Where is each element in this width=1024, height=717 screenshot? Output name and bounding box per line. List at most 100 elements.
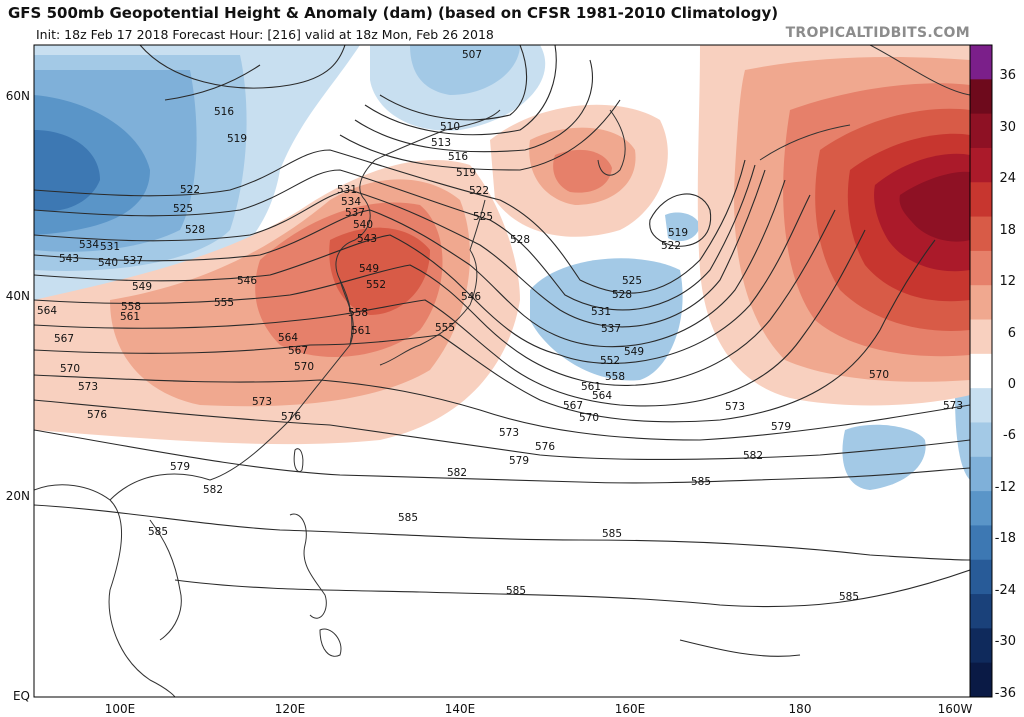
lat-label-eq: EQ (12, 689, 30, 703)
contour-label: 579 (509, 455, 529, 467)
contour-label: 564 (278, 332, 298, 344)
contour-label: 549 (624, 346, 644, 358)
contour-label: 528 (510, 234, 530, 246)
colorbar-swatch (970, 45, 992, 80)
contour-label: 558 (121, 301, 141, 313)
lon-label-100e: 100E (104, 702, 136, 716)
contour-label: 540 (98, 257, 118, 269)
contour-label: 573 (499, 427, 519, 439)
contour-label: 516 (214, 106, 234, 118)
colorbar-swatch (970, 182, 992, 218)
colorbar-label: 6 (1007, 325, 1016, 341)
colorbar (969, 44, 993, 698)
contour-label: 576 (281, 411, 301, 423)
colorbar-swatch (970, 422, 992, 458)
colorbar-swatch (970, 113, 992, 149)
contour-label: 534 (79, 239, 99, 251)
lon-label-120e: 120E (274, 702, 306, 716)
contour-label: 561 (351, 325, 371, 337)
contour-label: 522 (661, 240, 681, 252)
contour-label: 573 (252, 396, 272, 408)
colorbar-swatch (970, 250, 992, 286)
contour-label: 528 (185, 224, 205, 236)
contour-label: 585 (691, 476, 711, 488)
colorbar-swatch (970, 285, 992, 321)
contour-label: 537 (345, 207, 365, 219)
contour-label: 570 (869, 369, 889, 381)
contour-label: 528 (612, 289, 632, 301)
contour-label: 519 (227, 133, 247, 145)
colorbar-swatch (970, 319, 992, 355)
contour-label: 522 (180, 184, 200, 196)
colorbar-swatch (970, 628, 992, 664)
colorbar-swatch (970, 491, 992, 526)
colorbar-swatch (970, 79, 992, 115)
anomaly-field (34, 45, 970, 697)
colorbar-swatch (970, 559, 992, 595)
contour-label: 531 (337, 184, 357, 196)
lat-label-60n: 60N (5, 89, 30, 103)
contour-label: 570 (579, 412, 599, 424)
contour-label: 537 (601, 323, 621, 335)
contour-label: 582 (203, 484, 223, 496)
colorbar-label: 0 (1007, 377, 1016, 392)
colorbar-swatch (970, 353, 992, 389)
contour-label: 585 (398, 512, 418, 524)
contour-label: 573 (78, 381, 98, 393)
colorbar-swatch (970, 594, 992, 629)
contour-label: 570 (294, 361, 314, 373)
contour-label: 570 (60, 363, 80, 375)
contour-label: 585 (602, 528, 622, 540)
contour-label: 558 (605, 371, 625, 383)
lat-label-40n: 40N (5, 289, 30, 303)
contour-label: 507 (462, 49, 482, 61)
contour-label: 525 (622, 275, 642, 287)
map-subtitle: Init: 18z Feb 17 2018 Forecast Hour: [21… (36, 27, 494, 42)
contour-label: 564 (592, 390, 612, 402)
contour-label: 564 (37, 305, 57, 317)
land-outlines (34, 45, 970, 697)
contour-label: 546 (237, 275, 257, 287)
contour-label: 573 (725, 401, 745, 413)
contour-label: 555 (214, 297, 234, 309)
colorbar-label: 12 (999, 274, 1016, 290)
contour-label: 567 (54, 333, 74, 345)
map-title: GFS 500mb Geopotential Height & Anomaly … (8, 4, 779, 22)
contour-label: 549 (132, 281, 152, 293)
colorbar-label: -24 (994, 582, 1016, 598)
contour-label: 552 (600, 355, 620, 367)
colorbar-swatch (970, 147, 992, 183)
colorbar-swatch (970, 456, 992, 492)
contour-label: 510 (440, 121, 460, 133)
contour-label: 558 (348, 307, 368, 319)
contour-label: 519 (668, 227, 688, 239)
colorbar-label: 36 (999, 68, 1016, 84)
contour-label: 534 (341, 196, 361, 208)
colorbar-label: -18 (994, 531, 1016, 547)
contour-label: 525 (173, 203, 193, 215)
contour-label: 576 (87, 409, 107, 421)
contour-label: 519 (456, 167, 476, 179)
colorbar-swatch (970, 525, 992, 561)
contour-label: 582 (447, 467, 467, 479)
contour-label: 561 (581, 381, 601, 393)
contour-label: 540 (353, 219, 373, 231)
contour-label: 585 (506, 585, 526, 597)
colorbar-outline (969, 44, 993, 698)
contour-label: 525 (473, 211, 493, 223)
contour-label: 516 (448, 151, 468, 163)
contour-label: 552 (366, 279, 386, 291)
colorbar-label: -6 (1003, 428, 1016, 444)
height-contours (34, 45, 970, 657)
contour-label: 555 (435, 322, 455, 334)
contour-label: 543 (59, 253, 79, 265)
colorbar-swatch (970, 662, 992, 698)
contour-label: 531 (100, 241, 120, 253)
lat-label-20n: 20N (5, 489, 30, 503)
contour-label: 522 (469, 185, 489, 197)
colorbar-label: -36 (994, 685, 1016, 701)
contour-label: 567 (563, 400, 583, 412)
colorbar-label: -12 (994, 479, 1016, 495)
